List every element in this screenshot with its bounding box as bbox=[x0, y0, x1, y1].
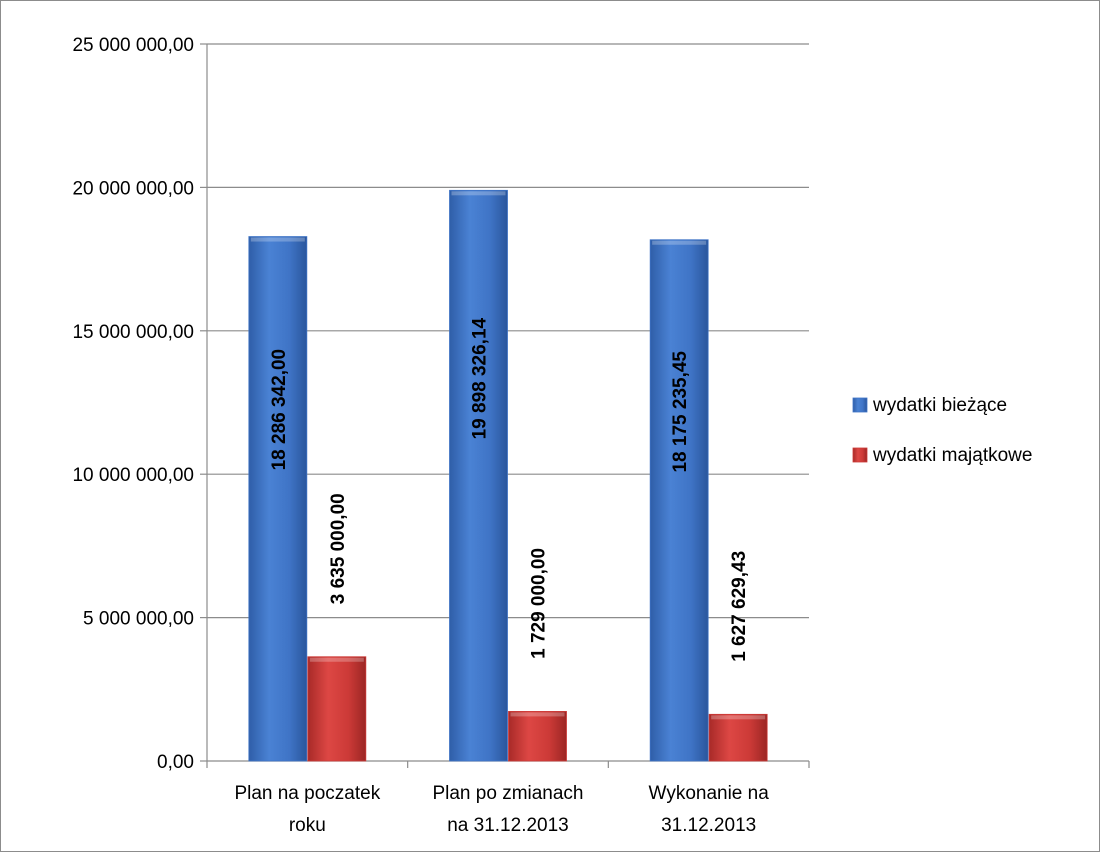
bar-bevel bbox=[652, 240, 707, 245]
legend: wydatki bieżące wydatki majątkowe bbox=[852, 395, 1032, 466]
x-category-label: roku bbox=[289, 815, 326, 836]
data-label: 1 627 629,43 bbox=[729, 551, 750, 662]
bar-wydatki-biezace bbox=[649, 239, 709, 762]
bar-wydatki-majatkowe bbox=[708, 713, 768, 762]
data-label: 18 286 342,00 bbox=[269, 349, 290, 471]
bars bbox=[248, 189, 768, 762]
legend-swatch bbox=[852, 397, 868, 413]
y-tick-label: 5 000 000,00 bbox=[83, 609, 194, 630]
bar-wydatki-biezace bbox=[449, 189, 508, 762]
x-category-label: 31.12.2013 bbox=[661, 815, 756, 836]
gridlines bbox=[207, 43, 809, 619]
bar-bevel bbox=[711, 715, 766, 720]
legend-label: wydatki bieżące bbox=[872, 395, 1007, 416]
data-label: 1 729 000,00 bbox=[529, 548, 550, 659]
legend-label: wydatki majątkowe bbox=[872, 445, 1032, 466]
x-category-label: Plan na poczatek bbox=[234, 783, 380, 804]
bar-bevel bbox=[451, 191, 506, 196]
y-tick-label: 25 000 000,00 bbox=[72, 35, 194, 56]
bar-bevel bbox=[250, 237, 305, 242]
y-tick-label: 15 000 000,00 bbox=[72, 322, 194, 343]
data-label: 18 175 235,45 bbox=[670, 351, 691, 473]
bar-wydatki-biezace bbox=[248, 236, 308, 762]
bar-bevel bbox=[309, 657, 364, 662]
y-tick-label: 0,00 bbox=[157, 752, 194, 773]
data-label: 3 635 000,00 bbox=[328, 493, 349, 604]
y-tick-label: 20 000 000,00 bbox=[72, 178, 194, 199]
axes: 0,00 5 000 000,00 10 000 000,00 15 000 000,… bbox=[72, 35, 810, 836]
x-category-label: Wykonanie na bbox=[649, 783, 770, 804]
bar-wydatki-majatkowe bbox=[508, 711, 567, 762]
x-category-label: na 31.12.2013 bbox=[447, 815, 569, 836]
bar-bevel bbox=[510, 712, 565, 717]
y-tick-label: 10 000 000,00 bbox=[72, 465, 194, 486]
data-labels: 18 286 342,00 3 635 000,00 19 898 326,14 1 … bbox=[269, 317, 750, 661]
data-label: 19 898 326,14 bbox=[470, 317, 491, 439]
legend-swatch bbox=[852, 447, 868, 463]
bar-wydatki-majatkowe bbox=[307, 656, 367, 762]
x-category-label: Plan po zmianach bbox=[432, 783, 583, 804]
